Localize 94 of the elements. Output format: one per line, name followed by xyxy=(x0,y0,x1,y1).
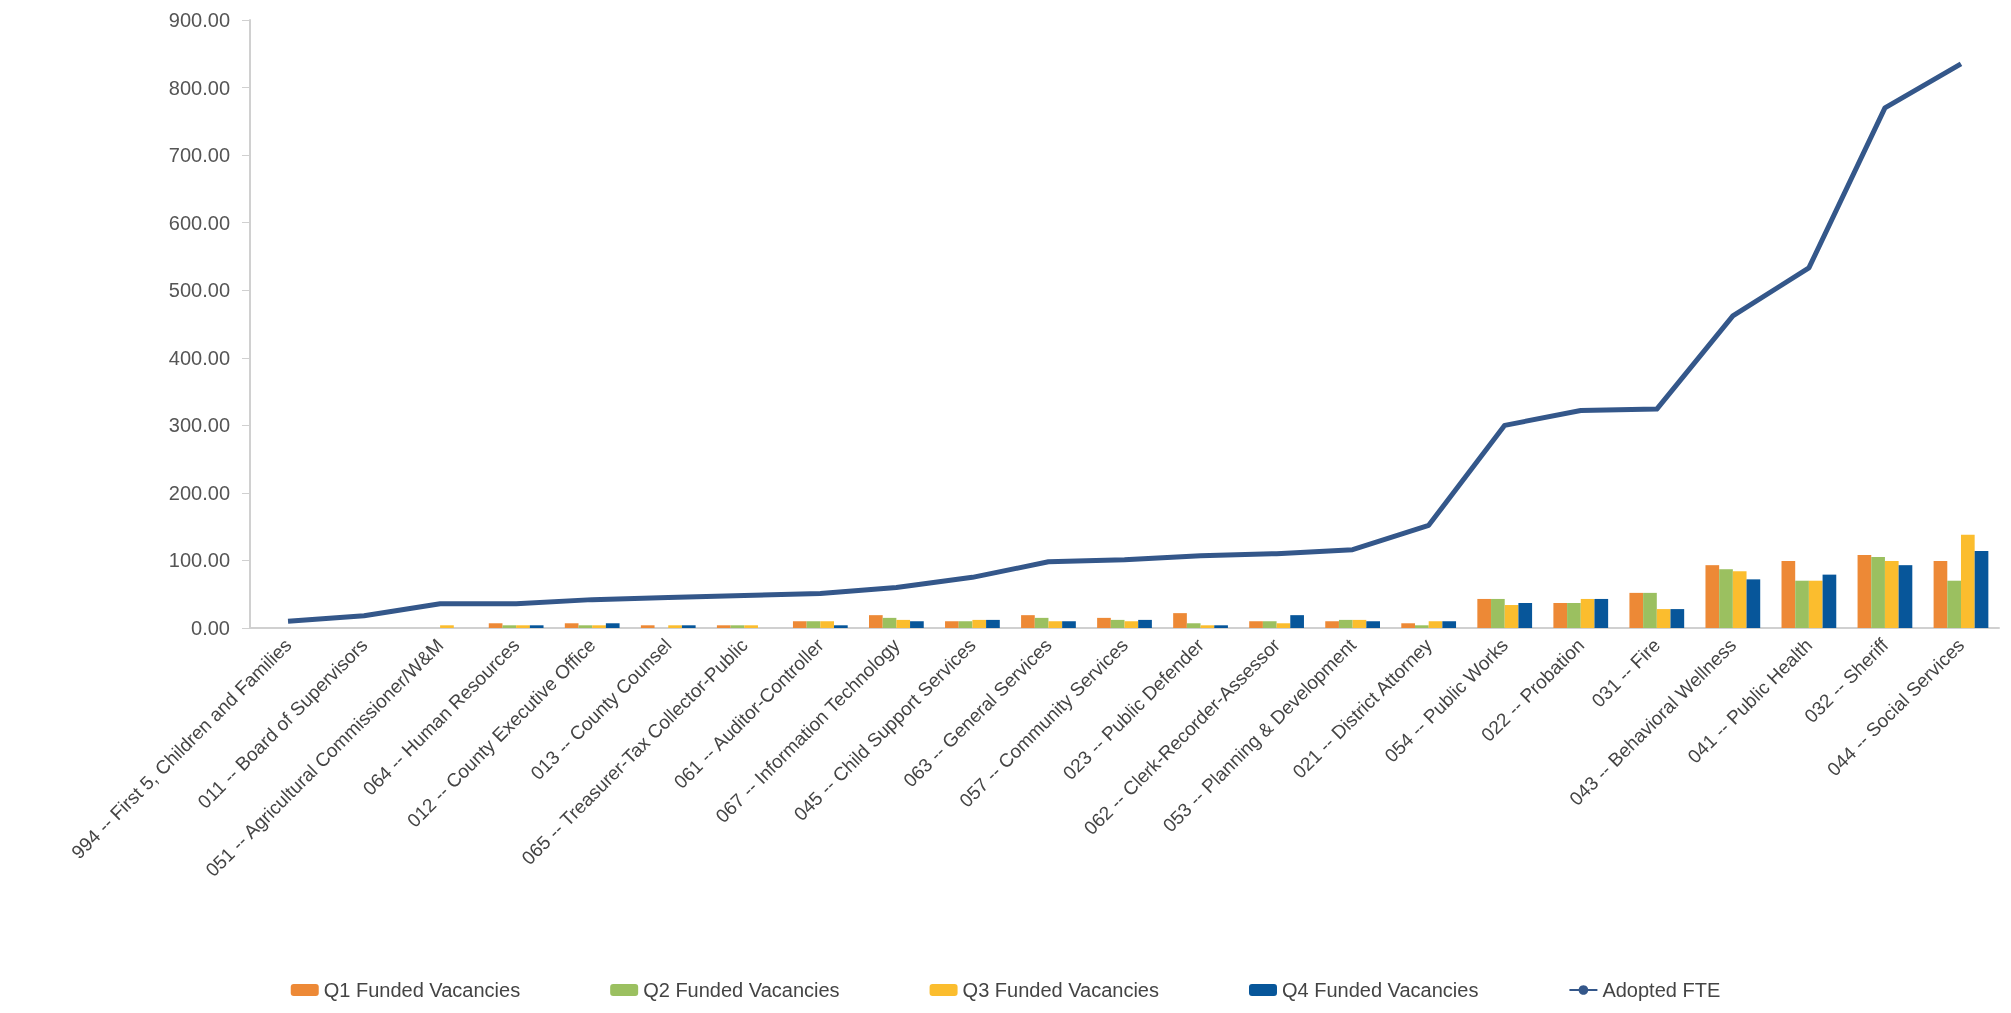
bar xyxy=(640,625,655,628)
bar xyxy=(1898,565,1913,628)
y-tick-label: 100.00 xyxy=(168,549,230,572)
bar xyxy=(440,625,454,628)
bar xyxy=(1414,625,1429,628)
bar xyxy=(1553,603,1568,628)
bar xyxy=(986,619,1000,628)
bar xyxy=(1428,621,1443,628)
bar xyxy=(488,623,503,628)
bar xyxy=(564,623,579,628)
bar xyxy=(681,625,696,628)
bar xyxy=(578,625,593,628)
y-tick-label: 0.00 xyxy=(191,617,230,639)
legend-label: Q2 Funded Vacancies xyxy=(643,979,840,1001)
y-tick-label: 900.00 xyxy=(168,9,230,31)
bar xyxy=(1034,617,1049,628)
bar xyxy=(1933,561,1948,628)
bar xyxy=(868,615,883,628)
bar xyxy=(1705,565,1720,628)
bar xyxy=(1857,555,1872,628)
legend-label: Q1 Funded Vacancies xyxy=(323,979,521,1001)
y-tick-label: 200.00 xyxy=(168,481,230,504)
bar xyxy=(1491,598,1505,628)
bar xyxy=(1567,603,1581,628)
legend-label: Adopted FTE xyxy=(1602,979,1721,1001)
bar xyxy=(1214,625,1228,628)
legend-label: Q3 Funded Vacancies xyxy=(962,979,1159,1001)
bar xyxy=(1594,598,1609,628)
y-tick-label: 300.00 xyxy=(168,414,230,437)
bar xyxy=(1110,619,1125,628)
bar xyxy=(516,625,530,628)
bar xyxy=(1822,574,1837,628)
bar xyxy=(1338,619,1353,628)
bar xyxy=(744,625,758,628)
bar xyxy=(945,621,959,628)
bar xyxy=(1795,580,1809,628)
bar xyxy=(529,625,544,628)
bar xyxy=(1947,580,1961,628)
bar xyxy=(1808,580,1823,628)
bar xyxy=(1124,621,1139,628)
bar xyxy=(1290,615,1304,628)
bar xyxy=(1656,609,1671,628)
bar xyxy=(1781,561,1796,628)
bar xyxy=(958,621,973,628)
bar xyxy=(1974,550,1989,628)
bar xyxy=(1746,579,1761,628)
bar xyxy=(1960,534,1975,628)
y-tick-label: 600.00 xyxy=(168,211,230,234)
bar xyxy=(1477,598,1492,628)
bar xyxy=(834,625,848,628)
bar xyxy=(882,617,897,628)
bar xyxy=(668,625,682,628)
bar xyxy=(806,621,821,628)
bar xyxy=(792,621,807,628)
bar xyxy=(1200,625,1215,628)
bar xyxy=(1186,623,1201,628)
bar xyxy=(1048,621,1063,628)
bar xyxy=(1021,615,1035,628)
bar xyxy=(1352,619,1367,628)
bar xyxy=(972,619,987,628)
bar xyxy=(592,625,606,628)
bar xyxy=(1719,569,1733,628)
bar xyxy=(1401,623,1415,628)
bar xyxy=(1276,623,1291,628)
bar xyxy=(1884,561,1899,628)
bar xyxy=(1173,613,1187,628)
bar xyxy=(1249,621,1263,628)
bar xyxy=(1670,609,1685,628)
bar xyxy=(820,621,835,628)
bar xyxy=(1325,621,1339,628)
bar xyxy=(502,625,517,628)
bar xyxy=(1643,592,1657,628)
bar xyxy=(1518,603,1533,628)
y-tick-label: 800.00 xyxy=(168,76,230,99)
bar xyxy=(910,621,924,628)
bar xyxy=(1062,621,1076,628)
bar xyxy=(1442,621,1457,628)
bar xyxy=(1732,571,1747,628)
bar xyxy=(1629,592,1644,628)
y-tick-label: 500.00 xyxy=(168,279,230,302)
bar xyxy=(716,625,731,628)
bar xyxy=(1580,598,1595,628)
bar xyxy=(1262,621,1277,628)
bar xyxy=(1871,557,1885,628)
bar xyxy=(605,623,620,628)
bar xyxy=(730,625,745,628)
bar xyxy=(1138,619,1152,628)
y-tick-label: 400.00 xyxy=(168,346,230,369)
legend-label: Q4 Funded Vacancies xyxy=(1282,979,1479,1001)
bar xyxy=(1366,621,1381,628)
bar xyxy=(1504,605,1519,628)
bar xyxy=(896,619,911,628)
bar xyxy=(1097,617,1111,628)
y-tick-label: 700.00 xyxy=(168,144,230,167)
